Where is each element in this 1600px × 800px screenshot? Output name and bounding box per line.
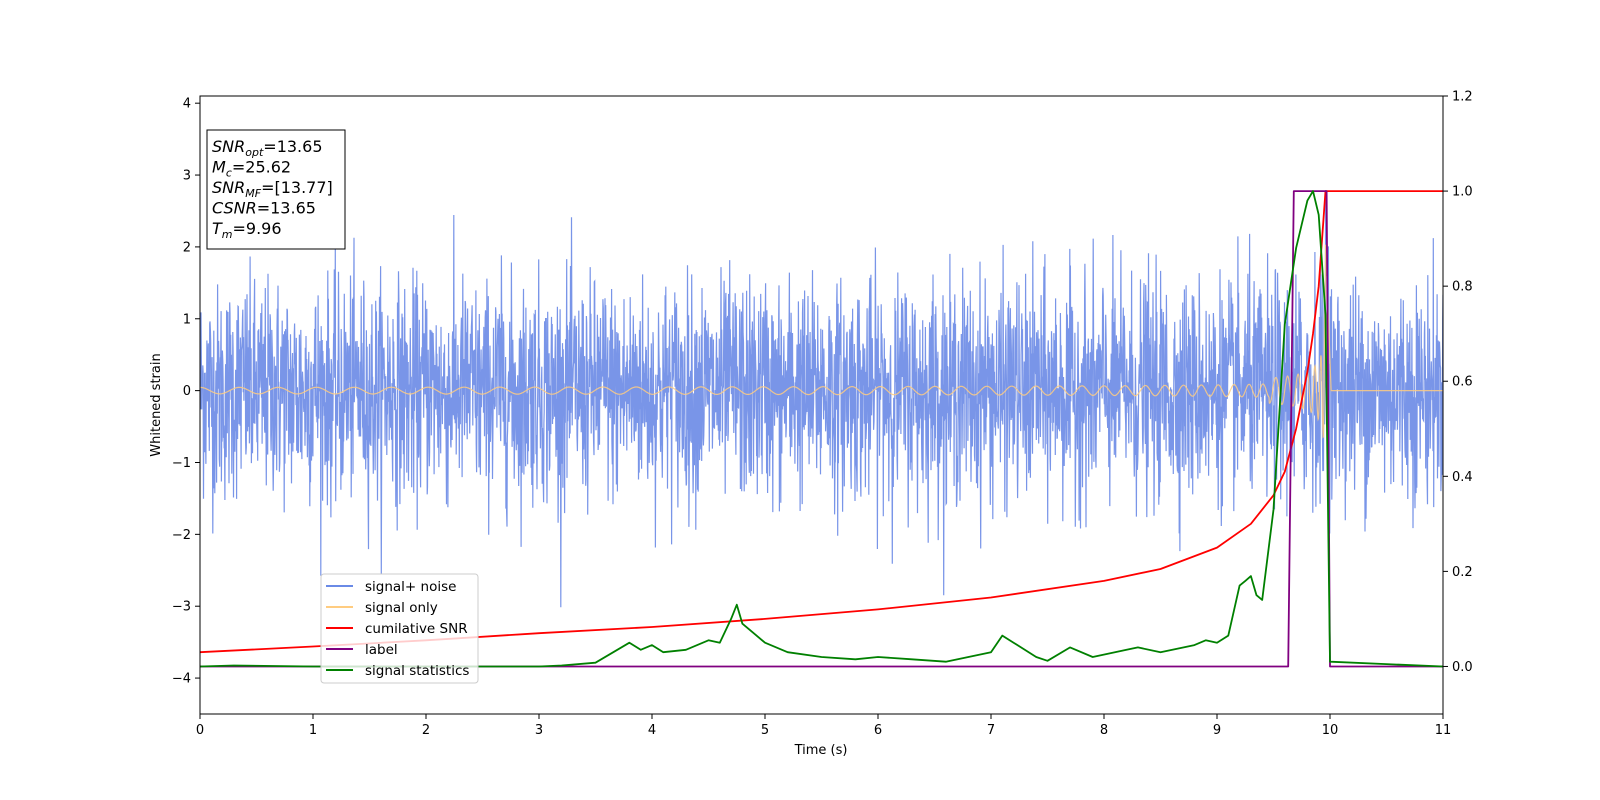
y-left-tick-label: 1 [183,312,191,327]
legend: signal+ noise signal only cumilative SNR la… [320,573,479,684]
y-left-tick-label: 2 [183,240,191,255]
legend-label: label [365,642,398,658]
axes: 0 1 2 3 4 5 6 7 8 9 10 11 −4 −3 −2 −1 0 1 2 3 4 0.0 0.2 0.4 0.6 0… [172,90,1473,739]
info-line: SNRopt=13.65 [212,137,323,159]
series-signal-noise [200,190,1443,608]
y-left-tick-label: −2 [172,528,191,543]
y-right-tick-label: 0.8 [1452,280,1473,295]
series-label [200,190,1443,668]
x-tick-label: 4 [648,723,656,738]
x-tick-label: 11 [1435,723,1452,738]
plot-area [200,190,1443,668]
y-left-tick-label: −3 [172,600,191,615]
y-right-tick-label: 0.4 [1452,470,1473,485]
legend-label: cumilative SNR [365,621,468,637]
info-line: CSNR=13.65 [212,199,316,218]
y-left-tick-label: 0 [183,384,191,399]
info-line: Tm=9.96 [212,219,282,241]
info-box: SNRopt=13.65Mc=25.62SNRMF=[13.77]CSNR=13… [206,129,346,250]
x-tick-label: 9 [1213,723,1221,738]
y-axis-label: Whitened strain [149,353,164,456]
y-left-tick-label: 4 [183,97,191,112]
y-right-tick-label: 0.0 [1452,660,1473,675]
x-tick-label: 3 [535,723,543,738]
series-signal-only [200,244,1443,439]
x-tick-label: 10 [1322,723,1339,738]
legend-label: signal+ noise [365,579,456,595]
plot-frame [199,95,1444,715]
y-left-tick-label: −4 [172,672,191,687]
info-line: SNRMF=[13.77] [212,178,333,200]
legend-label: signal only [365,600,438,616]
y-right-tick-label: 0.2 [1452,565,1473,580]
x-tick-label: 5 [761,723,769,738]
legend-frame [320,573,479,684]
x-tick-label: 2 [422,723,430,738]
x-tick-label: 7 [987,723,995,738]
y-right-tick-label: 1.2 [1452,90,1473,105]
y-right-tick-label: 0.6 [1452,375,1473,390]
series-signal-statistics [200,190,1443,668]
y-left-tick-label: 3 [183,169,191,184]
series-cumulative-snr [200,190,1443,654]
x-axis-label: Time (s) [794,743,848,758]
info-box-frame [206,129,346,250]
y-right-tick-label: 1.0 [1452,185,1473,200]
x-tick-label: 8 [1100,723,1108,738]
x-tick-label: 6 [874,723,882,738]
x-tick-label: 1 [309,723,317,738]
legend-label: signal statistics [365,663,469,679]
x-tick-label: 0 [196,723,204,738]
info-line: Mc=25.62 [212,158,291,180]
y-left-tick-label: −1 [172,456,191,471]
